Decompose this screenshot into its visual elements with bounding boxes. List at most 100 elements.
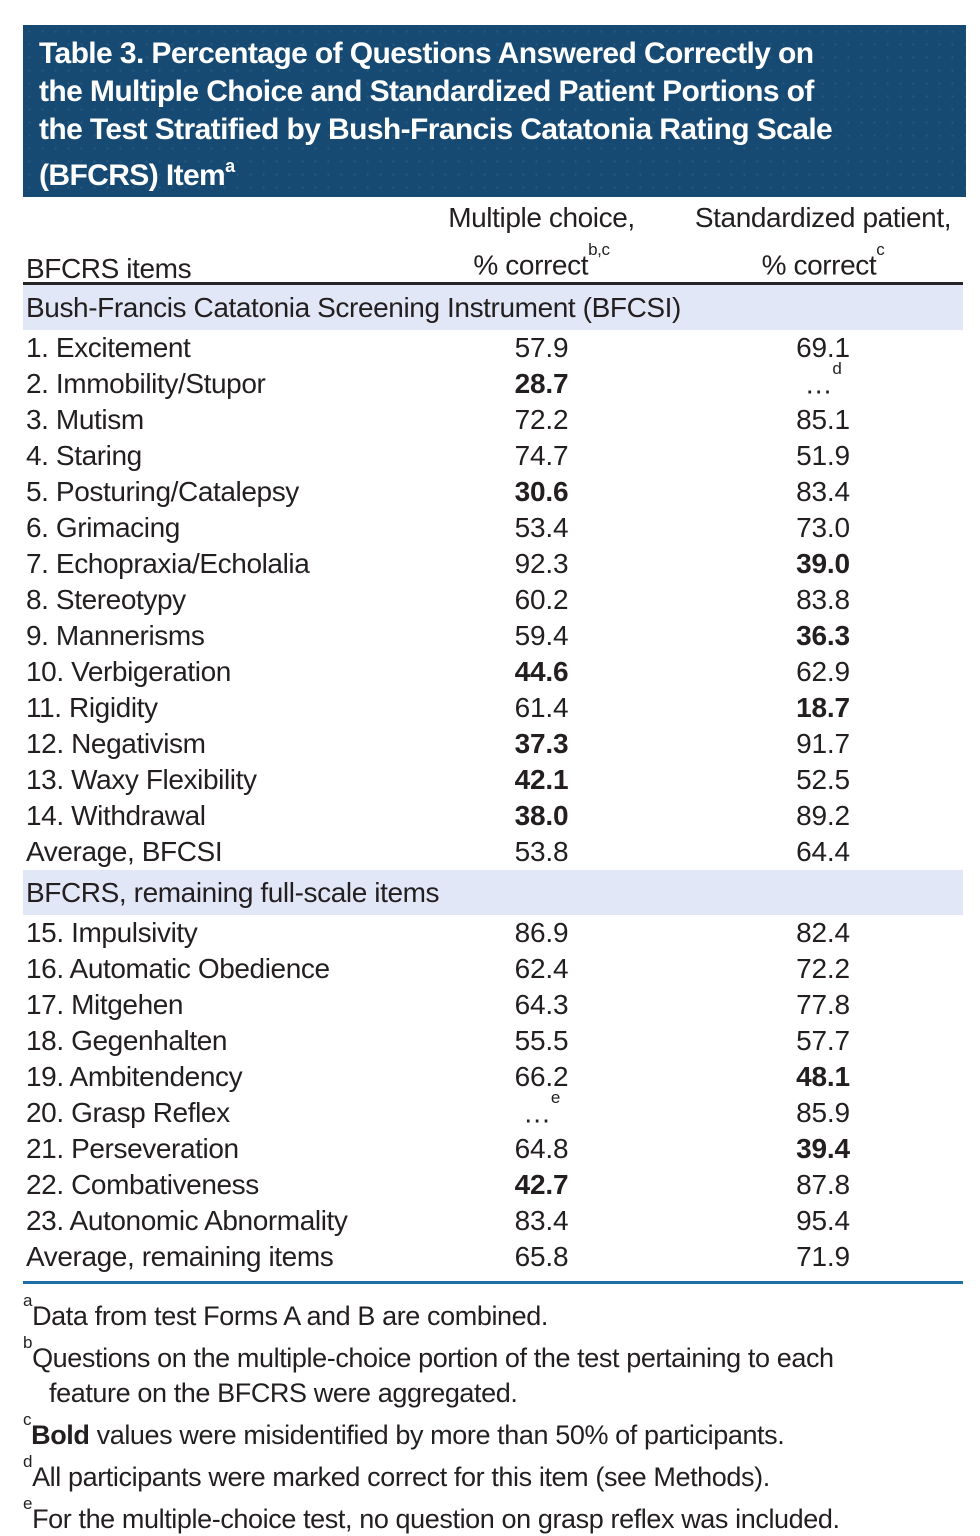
multiple-choice-value: 38.0 xyxy=(514,800,569,831)
standardized-patient-value: 57.7 xyxy=(796,1025,850,1056)
column-header-multiple-choice: Multiple choice, % correctb,c xyxy=(400,197,683,289)
footnote-line: bQuestions on the multiple-choice portio… xyxy=(23,1333,834,1373)
standardized-patient-value: …d xyxy=(804,358,842,400)
table-title-line: the Multiple Choice and Standardized Pat… xyxy=(39,75,814,108)
standardized-patient-value: 71.9 xyxy=(796,1241,850,1272)
table-row: 12. Negativism 37.3 91.7 xyxy=(23,726,963,762)
multiple-choice-header-line2: % correctb,c xyxy=(473,240,610,281)
multiple-choice-value: 86.9 xyxy=(514,917,569,948)
row-item-label: 12. Negativism xyxy=(26,728,206,759)
standardized-patient-value: 52.5 xyxy=(796,764,850,795)
standardized-patient-value: 48.1 xyxy=(796,1061,850,1092)
table-row: 10. Verbigeration 44.6 62.9 xyxy=(23,654,963,690)
standardized-patient-value: 87.8 xyxy=(796,1169,850,1200)
row-item-label: 17. Mitgehen xyxy=(26,989,184,1020)
table-row: 14. Withdrawal 38.0 89.2 xyxy=(23,798,963,834)
standardized-patient-value: 39.0 xyxy=(796,548,850,579)
row-item-label: 3. Mutism xyxy=(26,404,144,435)
standardized-patient-value: 85.9 xyxy=(796,1097,850,1128)
multiple-choice-value: 53.8 xyxy=(514,836,569,867)
row-item-label: Average, BFCSI xyxy=(26,836,223,867)
footnote-line: feature on the BFCRS were aggregated. xyxy=(49,1378,518,1408)
table-row: 19. Ambitendency 66.2 48.1 xyxy=(23,1059,963,1095)
footnote-marker-a: a xyxy=(225,156,235,176)
standardized-patient-value: 72.2 xyxy=(796,953,850,984)
row-item-label: 2. Immobility/Stupor xyxy=(26,368,266,399)
row-item-label: Average, remaining items xyxy=(26,1241,334,1272)
multiple-choice-value: 62.4 xyxy=(514,953,569,984)
multiple-choice-value: 64.8 xyxy=(514,1133,569,1164)
standardized-patient-value: 83.4 xyxy=(796,476,850,507)
footnote-marker-e: e xyxy=(550,1087,560,1107)
multiple-choice-value: 53.4 xyxy=(514,512,569,543)
standardized-patient-value: 64.4 xyxy=(796,836,850,867)
standardized-patient-value: 85.1 xyxy=(796,404,850,435)
multiple-choice-value: 61.4 xyxy=(514,692,569,723)
table-body: Bush-Francis Catatonia Screening Instrum… xyxy=(23,285,963,1536)
row-item-label: 7. Echopraxia/Echolalia xyxy=(26,548,310,579)
table-row: 17. Mitgehen 64.3 77.8 xyxy=(23,987,963,1023)
standardized-patient-value: 69.1 xyxy=(796,332,850,363)
row-item-label: 21. Perseveration xyxy=(26,1133,239,1164)
table-row: 11. Rigidity 61.4 18.7 xyxy=(23,690,963,726)
table-row: 7. Echopraxia/Echolalia 92.3 39.0 xyxy=(23,546,963,582)
table-title-line: (BFCRS) Itema xyxy=(39,156,235,192)
footnote-line: dAll participants were marked correct fo… xyxy=(23,1452,770,1492)
multiple-choice-value: 64.3 xyxy=(514,989,569,1020)
footnote-line: aData from test Forms A and B are combin… xyxy=(23,1291,548,1331)
standardized-patient-value: 95.4 xyxy=(796,1205,850,1236)
multiple-choice-value: 42.7 xyxy=(514,1169,569,1200)
standardized-patient-value: 89.2 xyxy=(796,800,850,831)
section-header-band: Bush-Francis Catatonia Screening Instrum… xyxy=(23,285,963,330)
table-row: 23. Autonomic Abnormality 83.4 95.4 xyxy=(23,1203,963,1239)
table-row: Average, remaining items 65.8 71.9 xyxy=(23,1239,963,1275)
multiple-choice-value: 57.9 xyxy=(514,332,569,363)
table-row: 1. Excitement 57.9 69.1 xyxy=(23,330,963,366)
multiple-choice-header-line1: Multiple choice, xyxy=(448,202,635,233)
standardized-patient-value: 62.9 xyxy=(796,656,850,687)
table-row: 8. Stereotypy 60.2 83.8 xyxy=(23,582,963,618)
multiple-choice-value: 65.8 xyxy=(514,1241,569,1272)
row-item-label: 4. Staring xyxy=(26,440,142,471)
table-row: 18. Gegenhalten 55.5 57.7 xyxy=(23,1023,963,1059)
row-item-label: 13. Waxy Flexibility xyxy=(26,764,257,795)
row-item-label: 16. Automatic Obedience xyxy=(26,953,330,984)
row-item-label: 14. Withdrawal xyxy=(26,800,206,831)
footnote-marker-a: a xyxy=(23,1291,33,1310)
multiple-choice-value: 59.4 xyxy=(514,620,569,651)
multiple-choice-value: 92.3 xyxy=(514,548,569,579)
row-item-label: 19. Ambitendency xyxy=(26,1061,243,1092)
footnote-marker-d: d xyxy=(832,358,842,378)
row-item-label: 15. Impulsivity xyxy=(26,917,198,948)
multiple-choice-value: 55.5 xyxy=(514,1025,569,1056)
footnote-marker-b: b xyxy=(23,1333,33,1352)
row-item-label: 9. Mannerisms xyxy=(26,620,205,651)
footnote-marker-d: d xyxy=(23,1452,33,1471)
row-item-label: 20. Grasp Reflex xyxy=(26,1097,230,1128)
footnote-marker-c: c xyxy=(876,240,885,259)
row-item-label: 22. Combativeness xyxy=(26,1169,259,1200)
table-row: 6. Grimacing 53.4 73.0 xyxy=(23,510,963,546)
footnote-line: cBold values were misidentified by more … xyxy=(23,1410,785,1450)
table-row: 9. Mannerisms 59.4 36.3 xyxy=(23,618,963,654)
row-item-label: 10. Verbigeration xyxy=(26,656,231,687)
table-row: 16. Automatic Obedience 62.4 72.2 xyxy=(23,951,963,987)
multiple-choice-value: 72.2 xyxy=(514,404,569,435)
multiple-choice-value: …e xyxy=(523,1087,560,1129)
table-row: 2. Immobility/Stupor 28.7 …d xyxy=(23,358,963,402)
column-header-bfcrs-items: BFCRS items xyxy=(26,253,192,285)
multiple-choice-value: 74.7 xyxy=(514,440,569,471)
standardized-patient-value: 73.0 xyxy=(796,512,850,543)
row-item-label: 6. Grimacing xyxy=(26,512,180,543)
standardized-patient-value: 18.7 xyxy=(796,692,850,723)
table-row: 22. Combativeness 42.7 87.8 xyxy=(23,1167,963,1203)
standardized-patient-value: 82.4 xyxy=(796,917,850,948)
footnote-marker-c: c xyxy=(23,1410,32,1429)
footnote-bold-word: Bold xyxy=(31,1420,90,1450)
footnote-line: eFor the multiple-choice test, no questi… xyxy=(23,1494,840,1534)
row-item-label: 5. Posturing/Catalepsy xyxy=(26,476,299,507)
standardized-patient-header-line1: Standardized patient, xyxy=(694,202,952,233)
table-bottom-rule xyxy=(23,1281,963,1284)
standardized-patient-header-line2: % correctc xyxy=(761,240,885,281)
